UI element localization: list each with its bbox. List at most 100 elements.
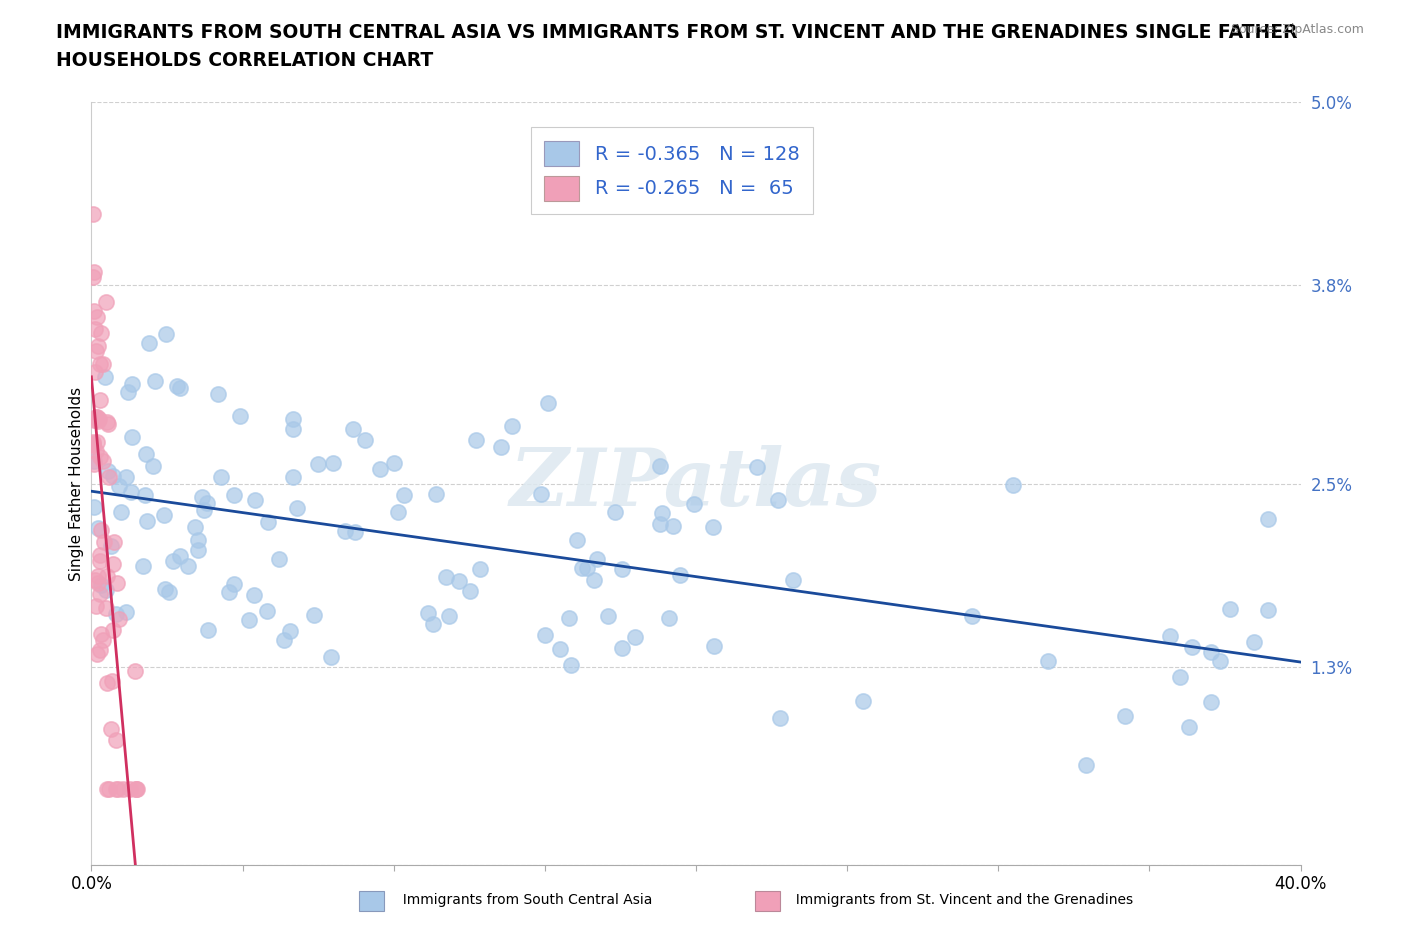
Point — [125, 781, 148, 796]
Point — [343, 525, 366, 539]
Point — [87, 568, 110, 583]
Point — [224, 577, 246, 591]
Point — [1199, 645, 1222, 660]
Point — [115, 604, 138, 619]
Point — [83, 322, 105, 337]
Point — [157, 585, 180, 600]
Point — [610, 562, 633, 577]
Point — [100, 538, 122, 553]
Point — [89, 587, 111, 602]
Point — [229, 408, 252, 423]
Point — [86, 409, 108, 424]
Point — [745, 460, 768, 475]
Text: ZIPatlas: ZIPatlas — [510, 445, 882, 523]
Point — [153, 508, 176, 523]
Point — [207, 386, 229, 401]
Point — [107, 781, 129, 796]
Point — [94, 295, 117, 310]
Point — [96, 675, 118, 690]
Point — [105, 576, 128, 591]
Point — [460, 583, 482, 598]
Point — [548, 642, 571, 657]
Point — [83, 454, 105, 469]
Text: Immigrants from South Central Asia: Immigrants from South Central Asia — [394, 893, 652, 908]
Point — [162, 553, 184, 568]
Point — [243, 493, 266, 508]
Point — [177, 558, 200, 573]
Point — [90, 523, 112, 538]
Point — [87, 411, 110, 426]
Point — [83, 413, 105, 428]
Point — [87, 576, 110, 591]
Point — [87, 339, 110, 353]
Text: HOUSEHOLDS CORRELATION CHART: HOUSEHOLDS CORRELATION CHART — [56, 51, 433, 70]
Point — [222, 487, 245, 502]
Point — [782, 573, 804, 588]
Point — [1074, 758, 1097, 773]
Point — [86, 413, 108, 428]
Point — [97, 463, 120, 478]
Point — [93, 535, 115, 550]
Point — [105, 781, 128, 796]
Point — [135, 446, 157, 461]
Point — [104, 733, 127, 748]
Point — [110, 504, 132, 519]
Point — [83, 304, 105, 319]
Point — [1257, 512, 1279, 526]
Point — [89, 392, 111, 407]
Point — [101, 673, 124, 688]
Text: IMMIGRANTS FROM SOUTH CENTRAL ASIA VS IMMIGRANTS FROM ST. VINCENT AND THE GRENAD: IMMIGRANTS FROM SOUTH CENTRAL ASIA VS IM… — [56, 23, 1298, 42]
Point — [533, 628, 555, 643]
Point — [287, 500, 309, 515]
Point — [155, 581, 177, 596]
Point — [190, 489, 212, 504]
Point — [96, 582, 118, 597]
Point — [121, 430, 143, 445]
Point — [103, 535, 125, 550]
Point — [1181, 640, 1204, 655]
Point — [583, 573, 606, 588]
Point — [86, 310, 108, 325]
Point — [169, 380, 191, 395]
Point — [84, 444, 107, 458]
Point — [97, 417, 120, 432]
Point — [322, 456, 344, 471]
Point — [89, 357, 111, 372]
Text: Immigrants from St. Vincent and the Grenadines: Immigrants from St. Vincent and the Gren… — [787, 893, 1133, 908]
Point — [302, 607, 325, 622]
Point — [91, 454, 114, 469]
Point — [117, 385, 139, 400]
Point — [89, 449, 111, 464]
Point — [136, 513, 159, 528]
Point — [90, 326, 112, 340]
Point — [87, 521, 110, 536]
Point — [1159, 629, 1181, 644]
Point — [104, 606, 127, 621]
Point — [125, 781, 148, 796]
Point — [82, 434, 104, 449]
Point — [115, 470, 138, 485]
Point — [101, 622, 124, 637]
Point — [603, 505, 626, 520]
Point — [387, 505, 409, 520]
Point — [90, 627, 112, 642]
Point — [187, 533, 209, 548]
Y-axis label: Single Father Households: Single Father Households — [69, 387, 84, 580]
Point — [422, 617, 444, 631]
Point — [560, 658, 582, 672]
Point — [1208, 653, 1230, 668]
Point — [90, 578, 112, 592]
Point — [197, 496, 219, 511]
Point — [169, 549, 191, 564]
Point — [218, 585, 240, 600]
Point — [1002, 477, 1025, 492]
Point — [112, 781, 135, 796]
Point — [319, 649, 342, 664]
Point — [238, 613, 260, 628]
Point — [187, 542, 209, 557]
Point — [851, 693, 873, 708]
Point — [703, 639, 725, 654]
Point — [108, 611, 131, 626]
Point — [702, 520, 724, 535]
Point — [1219, 602, 1241, 617]
